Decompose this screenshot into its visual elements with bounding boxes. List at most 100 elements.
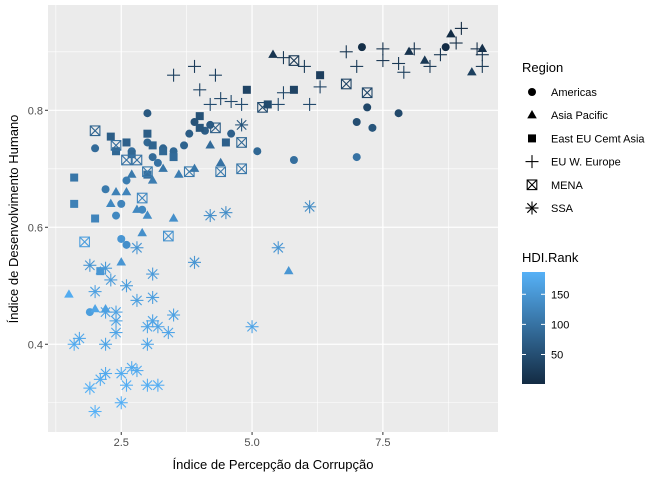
data-point [183, 166, 195, 178]
data-point [88, 285, 102, 299]
data-point [64, 289, 74, 298]
data-point [433, 48, 447, 62]
data-point [376, 42, 390, 56]
data-point [441, 43, 450, 52]
data-point [303, 200, 317, 214]
data-point [180, 141, 189, 150]
data-point [271, 97, 285, 111]
data-point [99, 261, 113, 275]
data-point [148, 153, 157, 162]
y-tick-label: 0.4 [28, 339, 43, 351]
data-point [99, 367, 113, 381]
data-point [109, 326, 123, 340]
data-point [130, 241, 144, 255]
data-point [146, 290, 160, 304]
data-point [119, 279, 133, 293]
legend-label: EU W. Europe [551, 157, 621, 169]
data-point [91, 214, 100, 223]
data-point [376, 54, 390, 68]
y-tick-label: 0.6 [28, 222, 43, 234]
data-point [121, 186, 132, 196]
data-point [363, 103, 372, 112]
x-tick-label: 2.5 [114, 437, 129, 449]
data-point [91, 144, 100, 153]
legend-key-plus [525, 155, 539, 169]
data-point [116, 257, 127, 266]
data-point [125, 361, 139, 375]
data-point [127, 150, 136, 159]
data-point [289, 156, 298, 165]
data-point [185, 129, 194, 138]
data-point [419, 55, 430, 64]
data-point [72, 331, 86, 345]
data-point [148, 141, 157, 150]
data-point [352, 117, 361, 126]
data-point [350, 59, 364, 73]
data-point [119, 378, 133, 392]
data-point [96, 267, 105, 276]
data-point [122, 138, 131, 147]
data-point [205, 140, 215, 149]
region-legend: Region Americas Asia Pacific East EU Cemt … [522, 60, 645, 215]
data-point [303, 97, 317, 111]
legend-key-asterisk [525, 201, 539, 215]
data-point [215, 166, 227, 178]
data-point [88, 405, 102, 419]
data-point [146, 314, 160, 328]
legend-label: MENA [551, 180, 583, 192]
data-point [101, 185, 110, 194]
x-axis-title: Índice de Percepção da Corrupção [173, 457, 374, 472]
data-point [224, 95, 238, 109]
data-point [106, 198, 116, 207]
data-point [289, 85, 298, 94]
data-point [143, 109, 152, 118]
data-point [168, 213, 179, 222]
data-point [109, 314, 123, 328]
colorbar-label: 50 [551, 349, 563, 361]
data-point [188, 59, 202, 73]
data-point [268, 49, 278, 58]
data-point [283, 265, 294, 275]
data-point [276, 86, 290, 100]
colorbar-label: 100 [551, 319, 569, 331]
legend-key-triangle [527, 110, 537, 119]
data-point [130, 293, 144, 307]
data-point [368, 123, 377, 132]
data-point [167, 68, 181, 82]
data-point [151, 320, 165, 334]
data-point [140, 337, 154, 351]
data-point [143, 129, 152, 138]
data-point [339, 45, 353, 59]
data-point [449, 36, 463, 50]
hdi-rank-legend-title: HDI.Rank [522, 250, 579, 265]
data-point [407, 42, 421, 56]
region-legend-title: Region [522, 60, 563, 75]
data-point [475, 59, 489, 73]
data-point [221, 138, 230, 147]
data-point [253, 147, 262, 156]
data-point [136, 192, 148, 204]
data-point [140, 378, 154, 392]
data-point [83, 258, 97, 272]
data-point [99, 337, 113, 351]
data-point [235, 118, 249, 132]
data-point [313, 80, 327, 94]
data-point [203, 209, 217, 223]
data-point [392, 56, 406, 70]
data-point [112, 147, 121, 156]
data-point [70, 173, 79, 182]
data-point [214, 92, 228, 106]
data-point [215, 157, 226, 167]
data-point [117, 234, 126, 243]
data-point [146, 267, 160, 281]
data-point [159, 147, 168, 156]
data-point [130, 364, 144, 378]
data-point [235, 97, 249, 111]
data-point [174, 169, 184, 178]
data-point [423, 59, 437, 73]
data-point [394, 109, 403, 118]
data-point [288, 55, 300, 66]
data-point [271, 241, 285, 255]
legend-label: Asia Pacific [551, 110, 608, 122]
